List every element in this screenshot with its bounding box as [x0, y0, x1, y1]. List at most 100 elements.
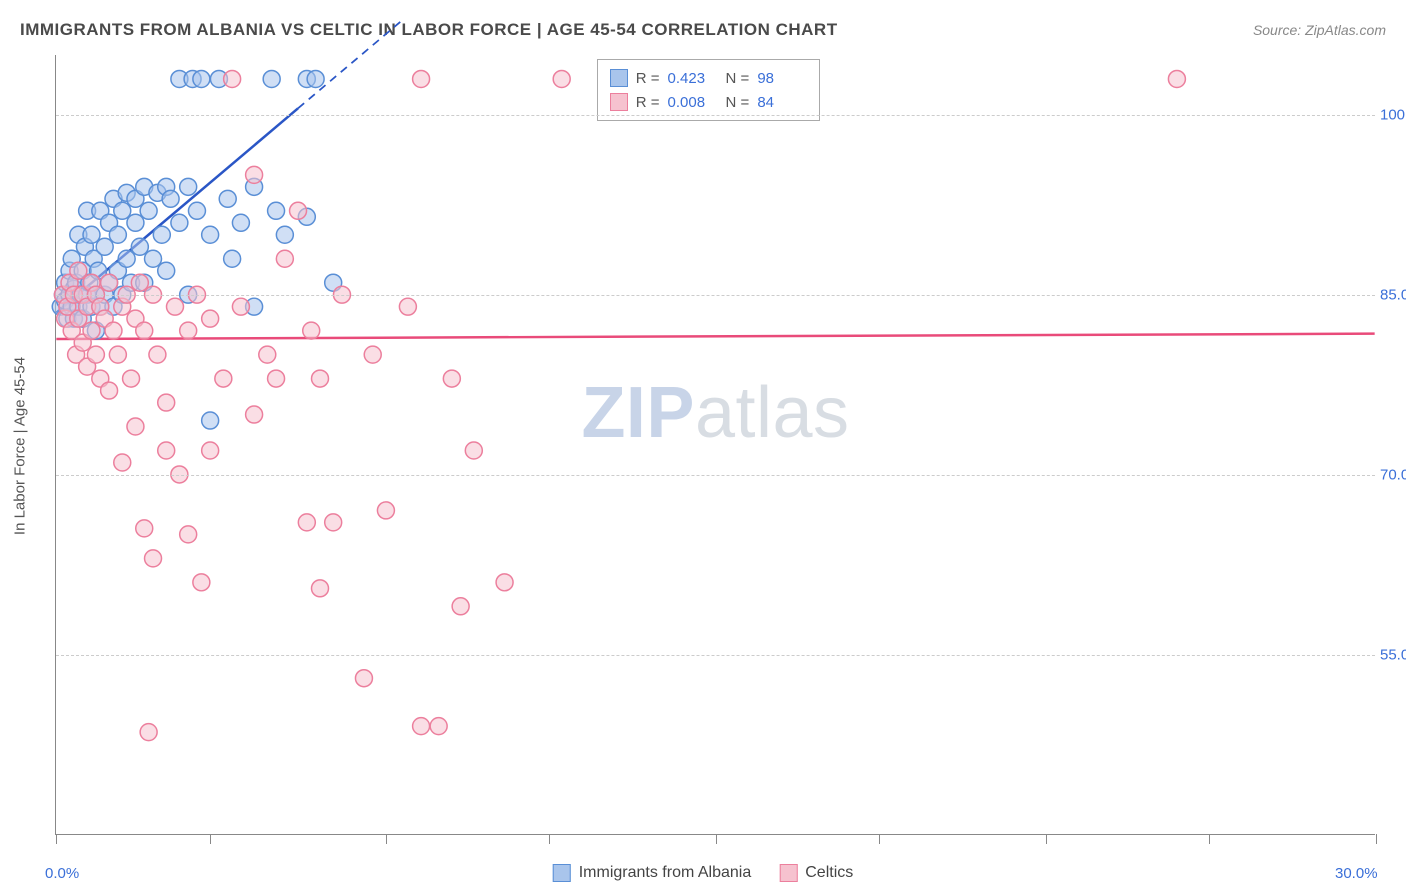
data-point-celtic	[136, 520, 153, 537]
swatch-albania-icon	[553, 864, 571, 882]
data-point-celtic	[465, 442, 482, 459]
n-value-celtic: 84	[757, 94, 807, 111]
data-point-albania	[109, 226, 126, 243]
xtick	[716, 834, 717, 844]
data-point-albania	[140, 202, 157, 219]
swatch-albania	[610, 69, 628, 87]
ytick-label: 70.0%	[1380, 467, 1406, 484]
legend-label-celtic: Celtics	[805, 864, 853, 882]
xtick-label: 30.0%	[1335, 865, 1378, 882]
r-value-albania: 0.423	[668, 70, 718, 87]
n-value-albania: 98	[757, 70, 807, 87]
data-point-celtic	[413, 70, 430, 87]
ytick-label: 55.0%	[1380, 647, 1406, 664]
gridline	[56, 655, 1375, 656]
legend-item-celtic: Celtics	[779, 864, 853, 882]
xtick	[56, 834, 57, 844]
stats-row-albania: R = 0.423 N = 98	[610, 66, 808, 90]
data-point-celtic	[364, 346, 381, 363]
xtick	[386, 834, 387, 844]
gridline	[56, 475, 1375, 476]
data-point-albania	[276, 226, 293, 243]
data-point-celtic	[180, 322, 197, 339]
data-point-celtic	[268, 370, 285, 387]
chart-container: IMMIGRANTS FROM ALBANIA VS CELTIC IN LAB…	[0, 0, 1406, 892]
data-point-celtic	[443, 370, 460, 387]
gridline	[56, 115, 1375, 116]
xtick	[1209, 834, 1210, 844]
data-point-celtic	[123, 370, 140, 387]
data-point-albania	[158, 262, 175, 279]
data-point-celtic	[215, 370, 232, 387]
data-point-albania	[145, 250, 162, 267]
xtick	[879, 834, 880, 844]
gridline	[56, 295, 1375, 296]
data-point-celtic	[246, 166, 263, 183]
data-point-celtic	[246, 406, 263, 423]
data-point-celtic	[109, 346, 126, 363]
xtick-label: 0.0%	[45, 865, 79, 882]
data-point-albania	[83, 226, 100, 243]
data-point-celtic	[180, 526, 197, 543]
xtick	[1376, 834, 1377, 844]
ytick-label: 85.0%	[1380, 287, 1406, 304]
data-point-celtic	[101, 274, 118, 291]
y-axis-label: In Labor Force | Age 45-54	[12, 357, 29, 535]
data-point-albania	[118, 250, 135, 267]
legend-item-albania: Immigrants from Albania	[553, 864, 752, 882]
data-point-celtic	[101, 382, 118, 399]
source-attribution: Source: ZipAtlas.com	[1253, 22, 1386, 38]
scatter-points-layer	[56, 55, 1375, 834]
data-point-celtic	[158, 442, 175, 459]
data-point-celtic	[325, 514, 342, 531]
data-point-celtic	[413, 718, 430, 735]
data-point-albania	[180, 178, 197, 195]
data-point-celtic	[553, 70, 570, 87]
data-point-celtic	[145, 550, 162, 567]
data-point-albania	[219, 190, 236, 207]
n-label: N =	[726, 70, 750, 87]
data-point-celtic	[276, 250, 293, 267]
data-point-celtic	[430, 718, 447, 735]
data-point-celtic	[377, 502, 394, 519]
data-point-celtic	[105, 322, 122, 339]
data-point-celtic	[70, 262, 87, 279]
data-point-celtic	[303, 322, 320, 339]
data-point-albania	[153, 226, 170, 243]
data-point-celtic	[202, 310, 219, 327]
data-point-celtic	[224, 70, 241, 87]
data-point-albania	[114, 202, 131, 219]
ytick-label: 100.0%	[1380, 107, 1406, 124]
data-point-celtic	[193, 574, 210, 591]
data-point-celtic	[87, 346, 104, 363]
xtick	[1046, 834, 1047, 844]
r-label: R =	[636, 70, 660, 87]
data-point-albania	[131, 238, 148, 255]
data-point-celtic	[452, 598, 469, 615]
data-point-albania	[307, 70, 324, 87]
swatch-celtic	[610, 93, 628, 111]
xtick	[549, 834, 550, 844]
stats-row-celtic: R = 0.008 N = 84	[610, 90, 808, 114]
data-point-celtic	[202, 442, 219, 459]
r-label: R =	[636, 94, 660, 111]
stats-legend: R = 0.423 N = 98 R = 0.008 N = 84	[597, 59, 821, 121]
data-point-albania	[162, 190, 179, 207]
data-point-celtic	[167, 298, 184, 315]
data-point-celtic	[355, 670, 372, 687]
data-point-celtic	[496, 574, 513, 591]
data-point-celtic	[1168, 70, 1185, 87]
data-point-albania	[188, 202, 205, 219]
data-point-celtic	[127, 418, 144, 435]
data-point-celtic	[149, 346, 166, 363]
data-point-celtic	[312, 580, 329, 597]
data-point-albania	[171, 214, 188, 231]
data-point-celtic	[131, 274, 148, 291]
series-legend: Immigrants from Albania Celtics	[553, 864, 854, 882]
plot-area: ZIPatlas R = 0.423 N = 98 R = 0.008 N = …	[55, 55, 1375, 835]
data-point-celtic	[158, 394, 175, 411]
data-point-celtic	[290, 202, 307, 219]
data-point-albania	[268, 202, 285, 219]
swatch-celtic-icon	[779, 864, 797, 882]
data-point-albania	[96, 238, 113, 255]
